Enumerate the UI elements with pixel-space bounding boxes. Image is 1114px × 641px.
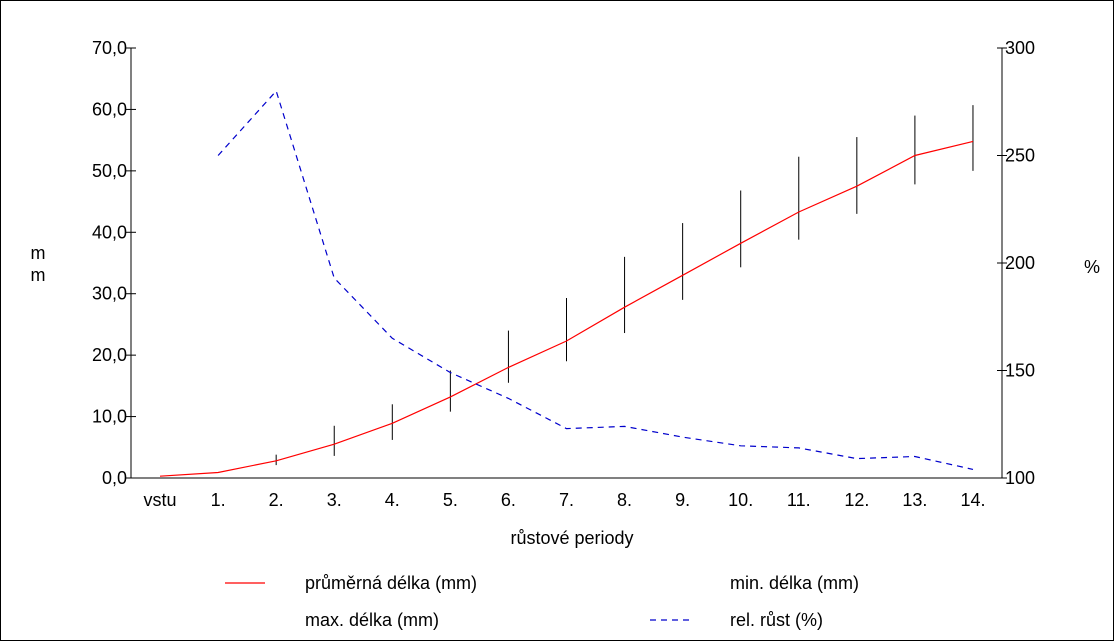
x-tick-label: 7.: [559, 490, 574, 510]
mean-length-line: [159, 140, 974, 477]
legend-label: rel. růst (%): [730, 610, 823, 630]
x-tick-label: 10.: [728, 490, 753, 510]
right-tick-label: 100: [1005, 468, 1035, 488]
chart-legend: průměrná délka (mm) min. délka (mm) max. d…: [225, 573, 859, 630]
x-tick-label: 4.: [385, 490, 400, 510]
x-tick-label: vstu: [144, 490, 177, 510]
legend-label: max. délka (mm): [305, 610, 439, 630]
legend-label: průměrná délka (mm): [305, 573, 477, 593]
chart-axes: [130, 48, 1003, 479]
series-lines: [159, 89, 974, 477]
left-tick-label: 70,0: [92, 38, 127, 58]
right-axis-title: %: [1084, 257, 1100, 277]
left-axis-title-line: m: [31, 265, 46, 285]
x-axis-ticks: vstu 1. 2. 3. 4. 5. 6. 7. 8. 9. 10. 11. 12. 13. 14.: [144, 490, 986, 510]
left-tick-label: 30,0: [92, 284, 127, 304]
left-tick-label: 0,0: [102, 468, 127, 488]
error-bars: [275, 105, 974, 466]
left-axis-title-line: m: [31, 243, 46, 263]
left-tick-label: 60,0: [92, 99, 127, 119]
left-tick-label: 50,0: [92, 161, 127, 181]
x-tick-label: 5.: [443, 490, 458, 510]
x-tick-label: 12.: [844, 490, 869, 510]
x-tick-label: 8.: [617, 490, 632, 510]
x-tick-label: 11.: [787, 490, 811, 510]
legend-label: min. délka (mm): [730, 573, 859, 593]
x-axis-title: růstové periody: [510, 528, 633, 548]
x-tick-label: 9.: [675, 490, 690, 510]
right-tick-label: 250: [1005, 146, 1035, 166]
x-tick-label: 6.: [501, 490, 516, 510]
x-tick-label: 1.: [211, 490, 226, 510]
left-tick-label: 20,0: [92, 345, 127, 365]
right-tick-label: 200: [1005, 253, 1035, 273]
x-tick-label: 14.: [960, 490, 985, 510]
right-tick-label: 150: [1005, 361, 1035, 381]
x-tick-label: 3.: [327, 490, 342, 510]
left-tick-label: 40,0: [92, 222, 127, 242]
right-tick-label: 300: [1005, 38, 1035, 58]
rel-growth-line: [217, 89, 974, 470]
left-tick-label: 10,0: [92, 407, 127, 427]
x-tick-label: 13.: [902, 490, 927, 510]
right-axis-ticks: 100 150 200 250 300: [997, 38, 1035, 488]
left-axis-ticks: 0,0 10,0 20,0 30,0 40,0 50,0 60,0 70,0: [92, 38, 136, 488]
x-tick-label: 2.: [269, 490, 284, 510]
